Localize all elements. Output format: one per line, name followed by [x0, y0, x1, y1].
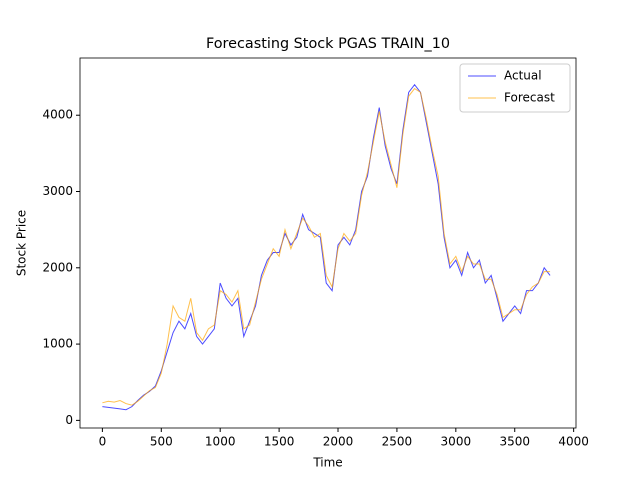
y-tick-label: 3000: [42, 184, 73, 198]
legend-label: Actual: [504, 69, 542, 83]
x-tick-label: 3000: [441, 435, 472, 449]
y-tick-label: 4000: [42, 108, 73, 122]
x-tick-label: 3500: [499, 435, 530, 449]
chart-title: Forecasting Stock PGAS TRAIN_10: [206, 36, 450, 52]
x-tick-label: 2000: [323, 435, 354, 449]
legend-label: Forecast: [504, 91, 555, 105]
y-tick-label: 2000: [42, 260, 73, 274]
plot-frame: [79, 57, 577, 429]
x-tick-label: 500: [150, 435, 173, 449]
y-tick-label: 1000: [42, 337, 73, 351]
x-tick-label: 2500: [382, 435, 413, 449]
x-tick-label: 1000: [205, 435, 236, 449]
x-tick-label: 4000: [558, 435, 589, 449]
x-tick-label: 1500: [264, 435, 295, 449]
x-axis-label: Time: [312, 456, 342, 470]
y-axis-label: Stock Price: [15, 210, 29, 276]
series-line: [102, 83, 551, 411]
series-line: [102, 87, 551, 406]
x-tick-label: 0: [99, 435, 107, 449]
y-tick-label: 0: [65, 413, 73, 427]
